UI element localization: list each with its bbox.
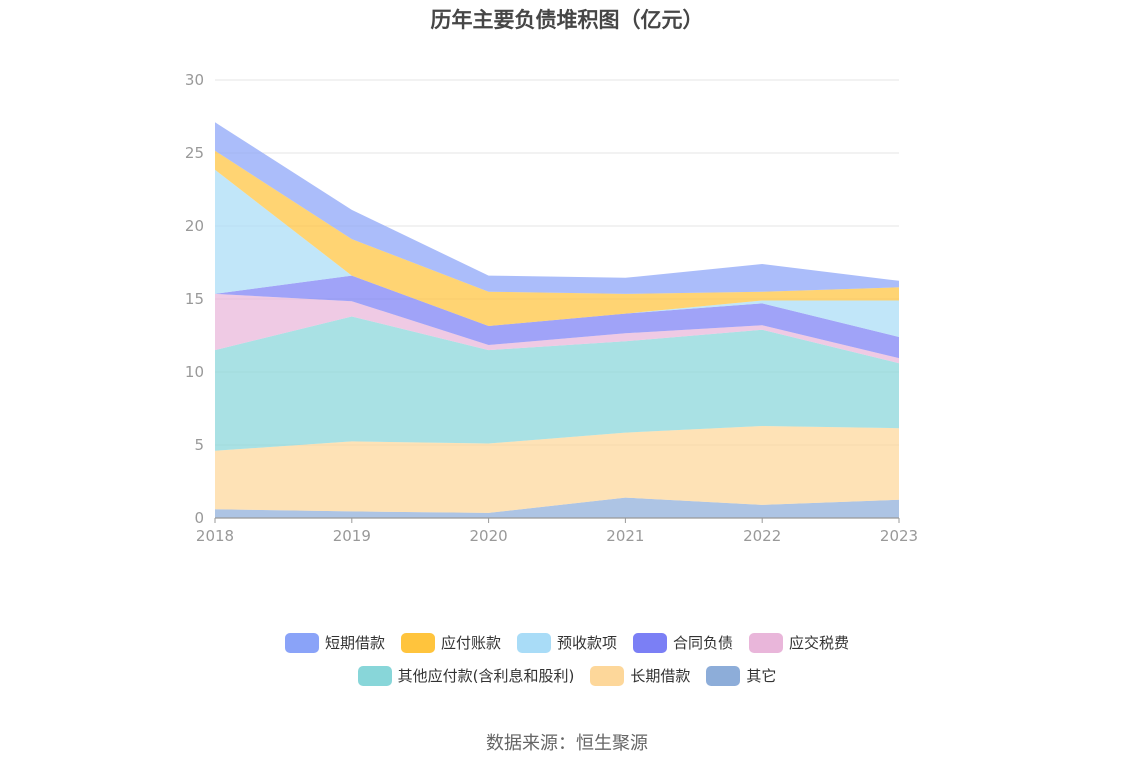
axes: 0 5 10 15 20 25 30 2018 2019 2020 2021 2022 2023 <box>185 71 918 545</box>
legend-swatch <box>284 632 319 653</box>
x-tick-label: 2022 <box>743 527 781 545</box>
x-tick-label: 2021 <box>606 527 644 545</box>
legend-swatch <box>706 665 741 686</box>
legend-row-2: 其他应付款(含利息和股利) 长期借款 其它 <box>0 665 1134 686</box>
area-4 <box>215 275 899 359</box>
legend-label: 应交税费 <box>789 634 850 652</box>
area-7 <box>215 122 899 294</box>
legend-swatch <box>357 665 392 686</box>
legend-item[interactable]: 其他应付款(含利息和股利) <box>357 665 575 686</box>
y-tick-label: 15 <box>185 290 204 308</box>
legend-label: 合同负债 <box>673 634 734 652</box>
x-tick-label: 2023 <box>880 527 918 545</box>
x-tick-label: 2018 <box>196 527 234 545</box>
area-2 <box>215 316 899 451</box>
y-tick-label: 5 <box>194 436 204 454</box>
legend-label: 长期借款 <box>630 667 691 685</box>
legend-swatch <box>516 632 551 653</box>
y-tick-label: 20 <box>185 217 204 235</box>
legend-label: 应付账款 <box>440 634 501 652</box>
x-tick-label: 2020 <box>470 527 508 545</box>
chart-title: 历年主要负债堆积图（亿元） <box>430 8 704 32</box>
legend-swatch <box>400 632 435 653</box>
area-3 <box>215 293 899 364</box>
legend-swatch <box>590 665 625 686</box>
legend-swatch <box>633 632 667 653</box>
legend-label: 其他应付款(含利息和股利) <box>397 667 575 685</box>
data-source: 数据来源：恒生聚源 <box>486 733 648 754</box>
legend-label: 预收款项 <box>556 634 617 652</box>
area-6 <box>215 150 899 326</box>
legend-item[interactable]: 应付账款 <box>400 632 501 653</box>
area-1 <box>215 426 899 513</box>
y-tick-label: 10 <box>185 363 204 381</box>
legend-item[interactable]: 合同负债 <box>633 632 733 653</box>
legend-item[interactable]: 短期借款 <box>284 632 385 653</box>
y-tick-label: 0 <box>194 509 204 527</box>
x-tick-label: 2019 <box>333 527 371 545</box>
y-tick-label: 30 <box>185 71 204 89</box>
stacked-area-chart: 0 5 10 15 20 25 30 2018 2019 2020 2021 2022 2023 <box>185 71 918 545</box>
legend-swatch <box>749 632 784 653</box>
area-layers <box>215 122 899 518</box>
legend-item[interactable]: 长期借款 <box>590 665 690 686</box>
y-tick-label: 25 <box>185 144 204 162</box>
legend-item[interactable]: 应交税费 <box>749 632 849 653</box>
legend-row-1: 短期借款 应付账款 预收款项 合同负债 应交税费 <box>0 632 1134 653</box>
legend-item[interactable]: 其它 <box>706 665 776 686</box>
legend-label: 其它 <box>746 667 777 685</box>
legend-label: 短期借款 <box>324 634 385 652</box>
area-0 <box>215 497 899 518</box>
legend-item[interactable]: 预收款项 <box>516 632 617 653</box>
